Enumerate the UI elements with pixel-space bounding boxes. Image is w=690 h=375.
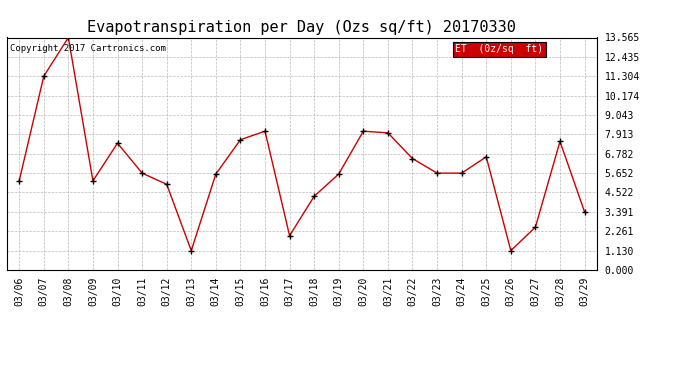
Title: Evapotranspiration per Day (Ozs sq/ft) 20170330: Evapotranspiration per Day (Ozs sq/ft) 2… [88, 20, 516, 35]
Text: Copyright 2017 Cartronics.com: Copyright 2017 Cartronics.com [10, 45, 166, 54]
Text: ET  (0z/sq  ft): ET (0z/sq ft) [455, 45, 544, 54]
